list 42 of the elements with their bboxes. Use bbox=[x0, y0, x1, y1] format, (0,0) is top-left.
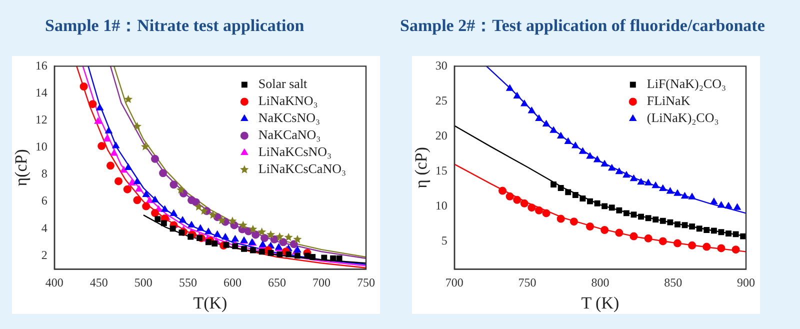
legend-label: LiNaKCsNO₃ bbox=[258, 144, 332, 160]
x-tick-label: 450 bbox=[90, 276, 108, 290]
legend-label: LiNaKCsCaNO₃ bbox=[258, 161, 346, 176]
y-tick-label: 20 bbox=[435, 128, 448, 142]
x-tick-label: 850 bbox=[664, 276, 682, 290]
y-tick-label: 10 bbox=[435, 198, 448, 212]
y-axis-title: η(cP) bbox=[12, 149, 31, 186]
x-tick-label: 700 bbox=[312, 276, 330, 290]
x-tick-label: 900 bbox=[737, 276, 755, 290]
x-tick-label: 500 bbox=[134, 276, 152, 290]
y-tick-label: 8 bbox=[41, 166, 48, 181]
x-tick-label: 550 bbox=[178, 276, 197, 290]
y-tick-label: 14 bbox=[35, 85, 48, 100]
x-tick-label: 600 bbox=[223, 276, 242, 290]
legend-label: NaKCsNO₃ bbox=[258, 110, 320, 126]
x-tick-label: 400 bbox=[45, 276, 64, 290]
x-tick-label: 700 bbox=[445, 276, 464, 290]
y-tick-label: 2 bbox=[41, 248, 48, 262]
chart-title: Sample 2#：Test application of fluoride/carbonate bbox=[400, 15, 765, 37]
x-tick-label: 750 bbox=[357, 276, 375, 290]
legend-label: NaKCaNO₃ bbox=[258, 127, 321, 142]
y-tick-label: 16 bbox=[35, 58, 48, 72]
legend-label: LiNaKNO₃ bbox=[258, 93, 318, 108]
x-tick-label: 750 bbox=[518, 276, 536, 290]
y-tick-label: 25 bbox=[435, 93, 448, 108]
y-tick-label: 15 bbox=[435, 163, 448, 178]
y-axis-title: η (cP) bbox=[412, 146, 431, 188]
x-tick-label: 800 bbox=[591, 276, 610, 290]
legend-label: (LiNaK)₂CO₃ bbox=[646, 110, 719, 126]
y-tick-label: 30 bbox=[435, 58, 448, 72]
chart-title: Sample 1#：Nitrate test application bbox=[45, 15, 304, 37]
legend-label: FLiNaK bbox=[646, 93, 691, 108]
y-tick-label: 12 bbox=[35, 112, 48, 126]
x-tick-label: 650 bbox=[268, 276, 286, 290]
x-axis-title: T (K) bbox=[581, 293, 620, 312]
legend-label: LiF(NaK)₂CO₃ bbox=[646, 76, 726, 92]
y-tick-label: 5 bbox=[441, 233, 448, 248]
x-axis-title: T(K) bbox=[193, 293, 228, 312]
y-tick-label: 10 bbox=[35, 140, 48, 154]
legend-label: Solar salt bbox=[258, 76, 308, 92]
y-tick-label: 4 bbox=[41, 220, 48, 235]
y-tick-label: 6 bbox=[41, 194, 48, 208]
